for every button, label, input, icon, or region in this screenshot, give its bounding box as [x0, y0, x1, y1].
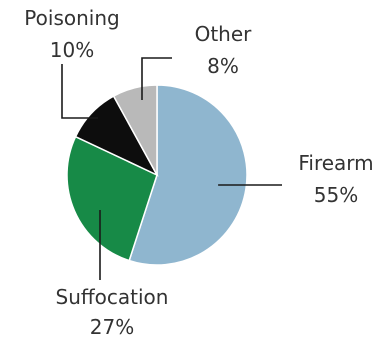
leader-lines: [61, 57, 282, 280]
label-poisoning-name: Poisoning: [24, 6, 119, 30]
label-other-value: 8%: [207, 54, 239, 78]
pie-slice-firearm: [128, 84, 248, 266]
pie-slice-other: [112, 84, 158, 176]
leader-line-other: [141, 57, 172, 100]
pie-slices: [66, 84, 248, 266]
leader-line-poisoning: [61, 64, 98, 119]
label-other-name: Other: [195, 22, 253, 46]
label-poisoning-value: 10%: [50, 38, 94, 62]
label-suffocation-name: Suffocation: [56, 285, 169, 309]
label-firearm-value: 55%: [314, 183, 358, 207]
pie-slice-suffocation: [66, 135, 158, 262]
label-suffocation-value: 27%: [90, 315, 134, 339]
label-firearm-name: Firearm: [298, 151, 373, 175]
